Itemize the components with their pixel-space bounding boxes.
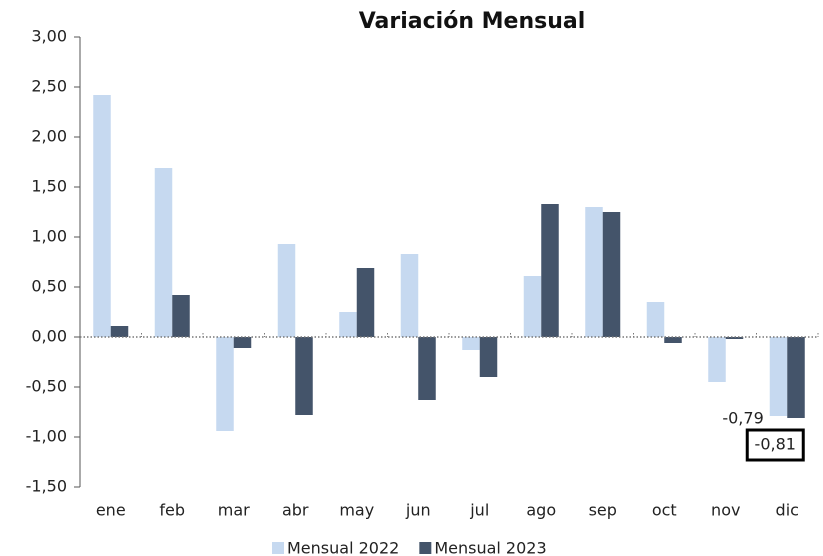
bar [462,337,480,350]
x-tick-label: ene [96,501,126,520]
bar [277,244,296,337]
y-tick-label: 2,00 [31,127,67,146]
bar [93,95,111,337]
bar [585,207,603,337]
bar [787,337,805,418]
bar [646,302,665,337]
legend-swatch [272,542,284,554]
x-tick-label: jun [405,501,431,520]
x-tick-label: dic [776,501,799,520]
y-tick-label: 1,00 [31,227,67,246]
bar [400,254,419,337]
bar [418,337,436,400]
y-tick-label: 3,00 [31,27,67,46]
bar [523,276,542,337]
y-tick-label: 0,50 [31,277,67,296]
y-tick-label: 1,50 [31,177,67,196]
chart-title: Variación Mensual [359,9,586,34]
bar [356,268,375,337]
bar [295,337,313,415]
y-tick-label: 0,00 [31,327,67,346]
y-tick-label: -1,00 [26,427,67,446]
x-tick-label: sep [589,501,617,520]
bar [602,212,621,337]
bar [110,326,129,337]
bar [339,312,357,337]
y-tick-label: -0,50 [26,377,67,396]
data-label-box [745,428,805,462]
bar [708,337,726,382]
bar [664,337,682,343]
bar [233,337,252,348]
legend-label: Mensual 2023 [434,539,546,556]
x-tick-label: mar [218,501,250,520]
data-label: -0,81 [755,435,796,454]
x-tick-label: may [339,501,374,520]
y-tick-label: 2,50 [31,77,67,96]
bar [479,337,498,377]
x-tick-label: abr [282,501,309,520]
bar [216,337,234,431]
bar [172,295,190,337]
bar [154,168,173,337]
x-tick-label: nov [711,501,740,520]
x-tick-label: jul [469,501,489,520]
bar [725,337,744,339]
x-tick-label: feb [159,501,185,520]
bar [541,204,559,337]
bar [769,337,788,416]
legend-swatch [419,542,432,554]
x-tick-label: ago [526,501,556,520]
data-label: -0,79 [722,409,763,428]
x-tick-label: oct [652,501,677,520]
legend-label: Mensual 2022 [287,539,399,556]
y-tick-label: -1,50 [26,477,67,496]
